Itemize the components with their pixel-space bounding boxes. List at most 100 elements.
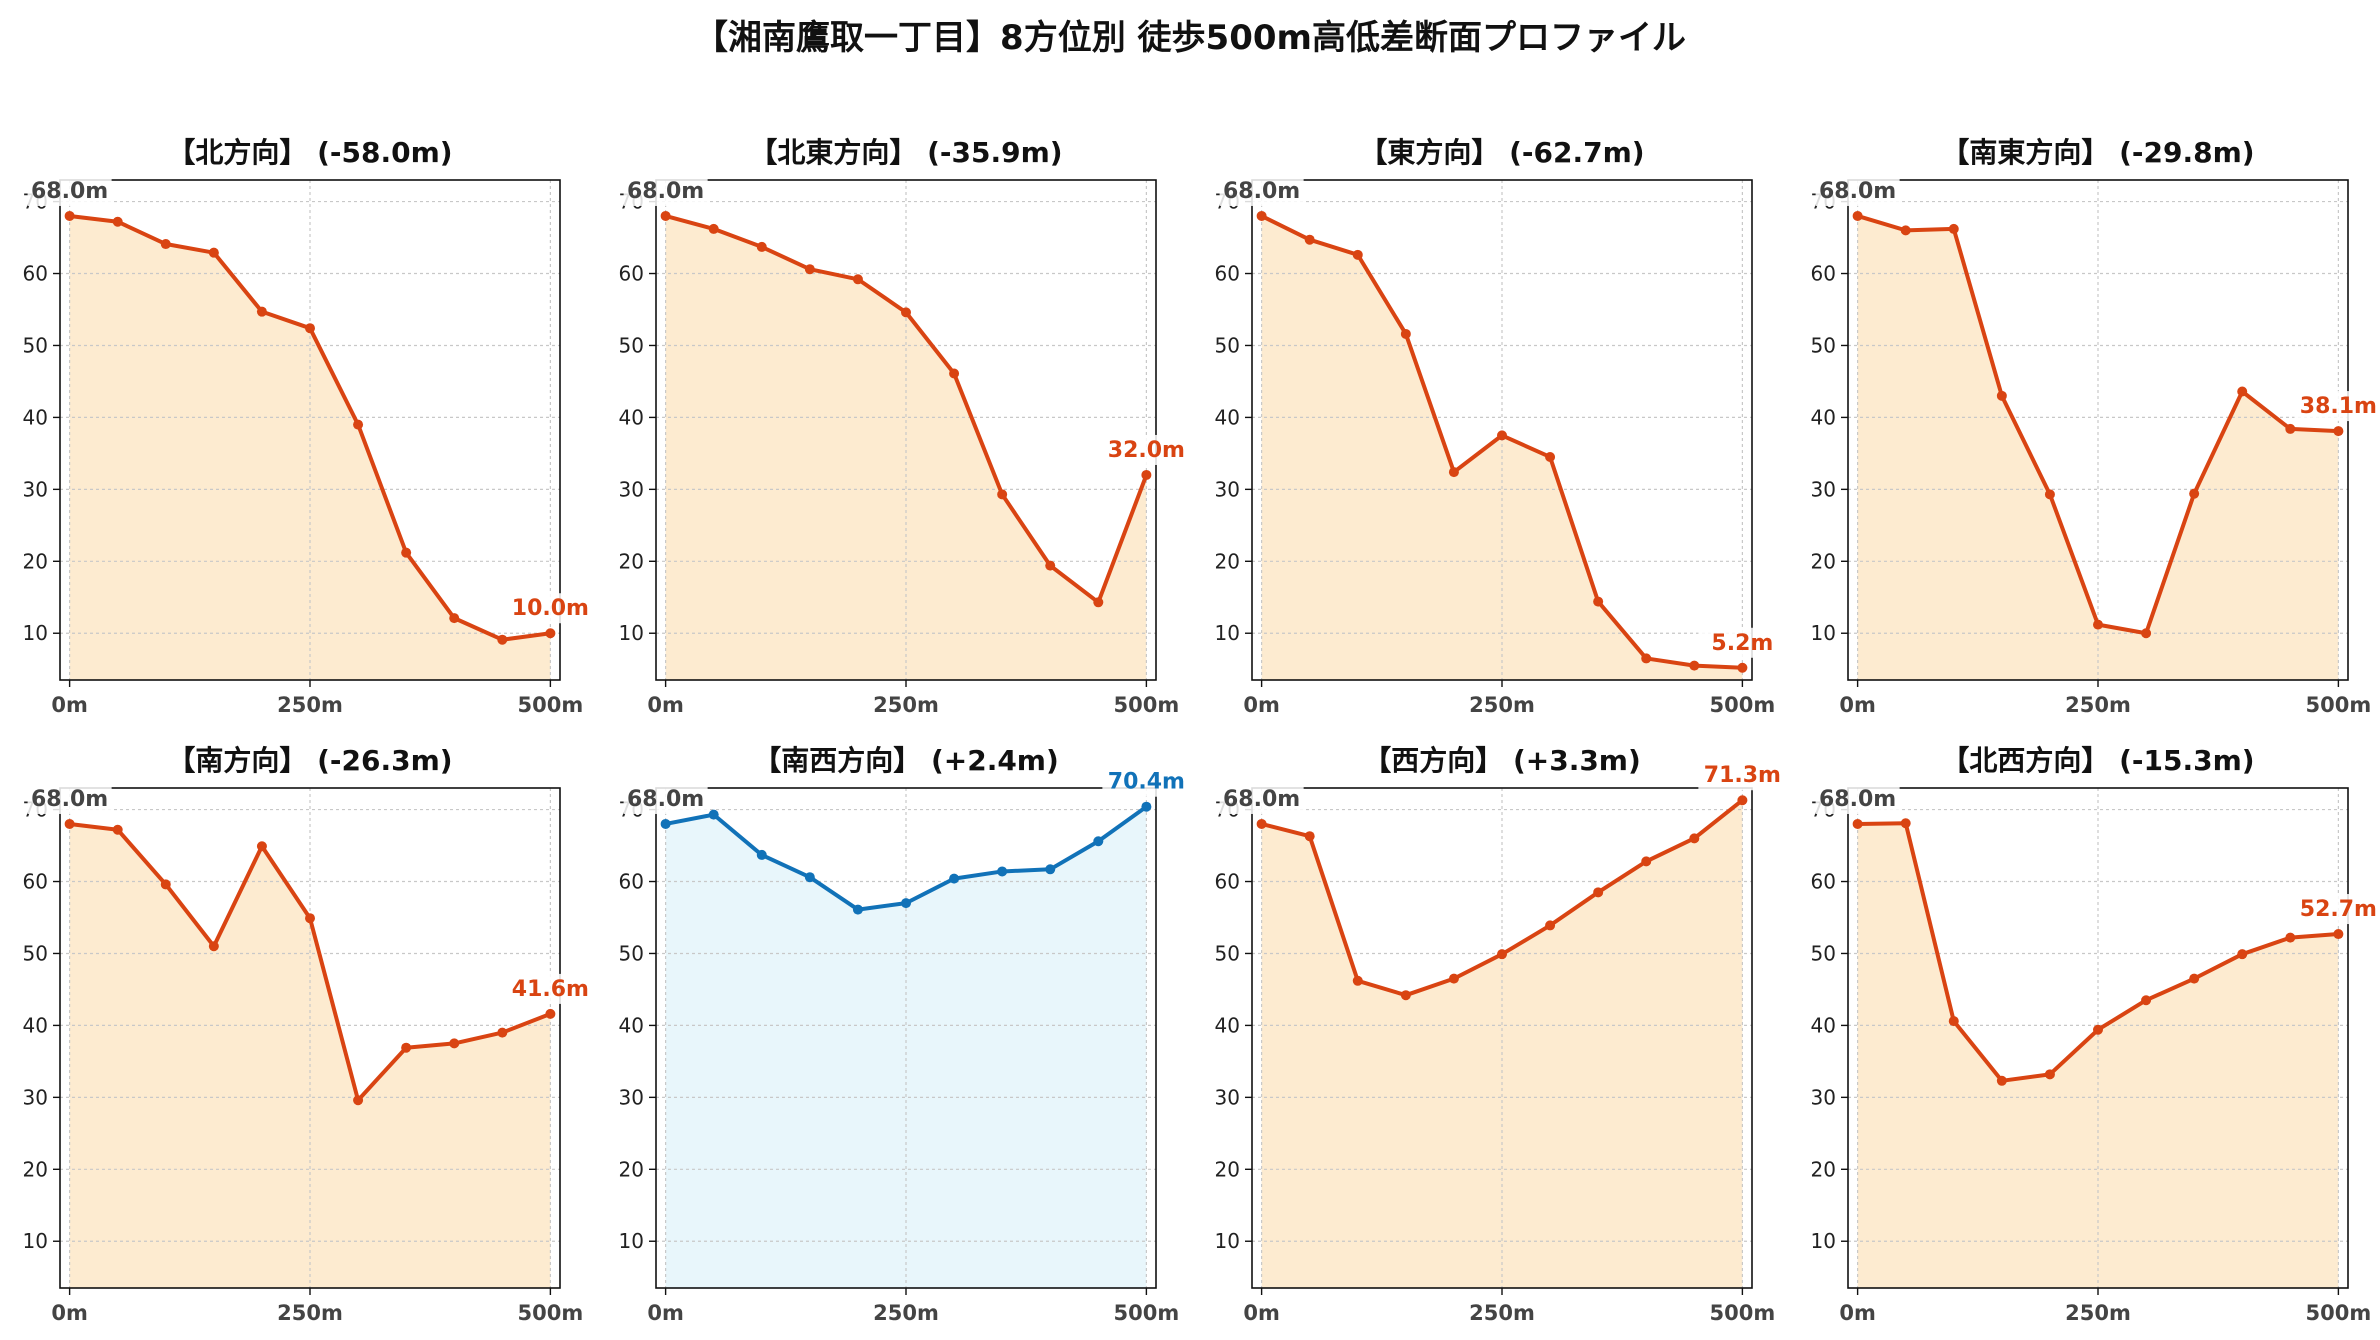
y-tick-label: 50 (23, 941, 48, 965)
x-tick-label: 500m (518, 1301, 584, 1325)
x-tick-label: 500m (1114, 693, 1180, 717)
y-tick-label: 20 (23, 1157, 48, 1181)
data-point (1256, 210, 1267, 221)
data-point (112, 824, 123, 835)
data-point (2044, 1069, 2055, 1080)
end-label-bg (1102, 434, 1191, 465)
data-point (901, 307, 911, 318)
data-point (1352, 975, 1363, 986)
data-point (545, 628, 556, 639)
x-tick-label: 0m (647, 1301, 684, 1325)
start-label-bg (623, 783, 708, 814)
data-point (1304, 831, 1315, 842)
x-tick-label: 250m (277, 1301, 343, 1325)
y-tick-label: 40 (619, 405, 644, 429)
data-point (208, 941, 219, 952)
y-tick-label: 50 (1811, 941, 1836, 965)
data-point (1093, 836, 1104, 847)
y-tick-label: 10 (619, 1229, 644, 1253)
y-tick-label: 60 (1215, 262, 1240, 286)
end-label: 38.1m (2300, 394, 2377, 419)
start-label: 68.0m (627, 179, 704, 204)
data-point (660, 210, 671, 221)
y-tick-label: 10 (1215, 621, 1240, 645)
data-point (1093, 597, 1104, 608)
x-tick-label: 250m (2065, 693, 2131, 717)
y-tick-label: 40 (1811, 405, 1836, 429)
area-fill (1261, 215, 1743, 680)
end-label-bg (2294, 894, 2380, 925)
y-tick-label: 20 (619, 549, 644, 573)
y-tick-label: 10 (1811, 1229, 1836, 1253)
data-point (401, 547, 412, 558)
x-tick-label: 500m (2306, 693, 2372, 717)
data-point (2237, 386, 2248, 397)
subplot-0: 【北方向】 (-58.0m)0m250m500m1020304050607068… (23, 136, 595, 717)
x-tick-label: 250m (1469, 1301, 1535, 1325)
area-fill (1857, 215, 2339, 680)
data-point (901, 898, 911, 909)
y-tick-label: 20 (1811, 549, 1836, 573)
y-tick-label: 40 (619, 1013, 644, 1037)
data-point (1996, 390, 2007, 401)
y-tick-label: 60 (619, 262, 644, 286)
data-point (949, 873, 960, 884)
subplot-5: 【南西方向】 (+2.4m)0m250m500m1020304050607068… (619, 744, 1191, 1325)
data-point (2141, 995, 2152, 1006)
end-label-bg (506, 973, 595, 1004)
data-point (1256, 818, 1267, 829)
data-point (256, 306, 267, 317)
data-point (1948, 223, 1959, 234)
data-point (305, 323, 315, 334)
x-tick-label: 0m (51, 1301, 88, 1325)
subplot-title: 【南方向】 (-26.3m) (167, 744, 452, 777)
start-label-bg (1815, 175, 1900, 206)
subplot-title: 【南東方向】 (-29.8m) (1941, 136, 2254, 169)
y-tick-label: 30 (23, 1085, 48, 1109)
data-point (2093, 1024, 2103, 1035)
data-point (1593, 596, 1604, 607)
subplot-title: 【南西方向】 (+2.4m) (753, 744, 1059, 777)
data-point (1900, 225, 1911, 236)
y-tick-label: 30 (619, 1085, 644, 1109)
data-point (852, 904, 863, 915)
start-label-bg (623, 175, 708, 206)
area-fill (69, 215, 551, 680)
data-point (1141, 801, 1152, 812)
data-point (1400, 990, 1411, 1001)
data-point (208, 247, 219, 258)
y-tick-label: 50 (619, 333, 644, 357)
subplot-title: 【北西方向】 (-15.3m) (1941, 744, 2254, 777)
x-tick-label: 500m (1114, 1301, 1180, 1325)
start-label-bg (1815, 783, 1900, 814)
x-tick-label: 0m (1839, 1301, 1876, 1325)
data-point (449, 613, 460, 624)
y-tick-label: 50 (1215, 333, 1240, 357)
data-point (497, 1027, 508, 1038)
y-tick-label: 40 (1215, 405, 1240, 429)
data-point (997, 866, 1008, 877)
data-point (64, 210, 75, 221)
start-label: 68.0m (31, 787, 108, 812)
start-label: 68.0m (1223, 787, 1300, 812)
data-point (64, 818, 75, 829)
y-tick-label: 30 (1811, 477, 1836, 501)
data-point (1900, 818, 1911, 829)
x-tick-label: 500m (518, 693, 584, 717)
data-point (1852, 210, 1863, 221)
x-tick-label: 250m (2065, 1301, 2131, 1325)
y-tick-label: 10 (23, 621, 48, 645)
data-point (1400, 328, 1411, 339)
data-point (997, 489, 1008, 500)
y-tick-label: 40 (23, 1013, 48, 1037)
subplot-title: 【西方向】 (+3.3m) (1363, 744, 1641, 777)
y-tick-label: 30 (1215, 477, 1240, 501)
subplot-1: 【北東方向】 (-35.9m)0m250m500m102030405060706… (619, 136, 1191, 717)
data-point (1545, 451, 1556, 462)
data-point (2141, 628, 2152, 639)
start-label-bg (1219, 175, 1304, 206)
data-point (852, 274, 863, 285)
y-tick-label: 60 (1811, 870, 1836, 894)
data-point (2285, 423, 2296, 434)
